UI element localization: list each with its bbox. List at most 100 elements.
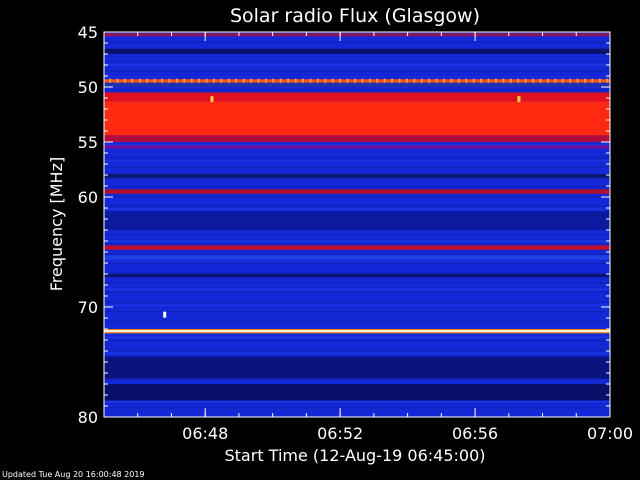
y-tick-label: 50	[78, 78, 98, 97]
noise-line	[104, 160, 610, 162]
interference-dot	[584, 78, 587, 83]
interference-dot	[435, 78, 438, 83]
noise-line	[104, 311, 610, 313]
noise-line	[104, 89, 610, 91]
noise-line	[104, 41, 610, 43]
interference-dot	[198, 78, 201, 83]
noise-line	[104, 349, 610, 351]
interference-dot	[161, 78, 164, 83]
interference-dot	[569, 78, 572, 83]
interference-dot	[502, 78, 505, 83]
interference-dot	[250, 78, 253, 83]
interference-dot	[591, 78, 594, 83]
interference-dot	[391, 78, 394, 83]
noise-line	[104, 291, 610, 294]
noise-line	[104, 157, 610, 159]
updated-timestamp: Updated Tue Aug 20 16:00:48 2019	[2, 470, 145, 479]
interference-dot	[517, 78, 520, 83]
interference-dot	[524, 78, 527, 83]
interference-dot	[331, 78, 334, 83]
interference-dot	[472, 78, 475, 83]
interference-dot	[494, 78, 497, 83]
noise-line	[104, 320, 610, 322]
noise-line	[104, 400, 610, 403]
noise-line	[104, 340, 610, 342]
spectral-band	[104, 274, 610, 278]
interference-dot	[109, 78, 112, 83]
interference-dot	[279, 78, 282, 83]
interference-dot	[383, 78, 386, 83]
noise-line	[104, 288, 610, 290]
noise-line	[104, 240, 610, 242]
interference-dot	[227, 78, 230, 83]
y-axis-label: Frequency [MHz]	[47, 157, 66, 291]
x-axis: 06:48 06:52 06:56 07:00	[103, 32, 633, 443]
interference-dot	[287, 78, 290, 83]
noise-line	[104, 195, 610, 197]
spectral-band	[104, 101, 610, 136]
spectral-band	[104, 245, 610, 250]
spectral-band	[104, 255, 610, 260]
interference-dot	[346, 78, 349, 83]
y-axis: 45 50 55 60 70 80	[78, 23, 610, 427]
interference-dot	[532, 78, 535, 83]
interference-dot	[361, 78, 364, 83]
noise-line	[104, 205, 610, 207]
noise-line	[104, 144, 610, 146]
interference-dot	[205, 78, 208, 83]
interference-dot	[561, 78, 564, 83]
interference-dot	[153, 78, 156, 83]
interference-dot	[539, 78, 542, 83]
interference-dot	[443, 78, 446, 83]
interference-dot	[376, 78, 379, 83]
interference-dot	[272, 78, 275, 83]
interference-dot	[546, 78, 549, 83]
noise-line	[104, 282, 610, 284]
spectral-band	[104, 92, 610, 102]
interference-dot	[339, 78, 342, 83]
spectral-band	[104, 330, 610, 333]
interference-dot	[123, 78, 126, 83]
interference-dot	[212, 78, 215, 83]
spectral-band	[104, 135, 610, 142]
noise-line	[104, 166, 610, 168]
burst-point	[163, 311, 167, 318]
spectral-band	[104, 356, 610, 379]
noise-line	[104, 352, 610, 355]
interference-dot	[168, 78, 171, 83]
noise-line	[104, 304, 610, 306]
y-tick-label: 70	[78, 298, 98, 317]
noise-line	[104, 70, 610, 72]
interference-dot	[450, 78, 453, 83]
interference-dot	[465, 78, 468, 83]
spectral-band	[104, 189, 610, 194]
interference-dot	[420, 78, 423, 83]
interference-dot	[257, 78, 260, 83]
plot-frame	[103, 31, 611, 418]
noise-line	[104, 336, 610, 338]
interference-dot	[220, 78, 223, 83]
interference-dot	[146, 78, 149, 83]
noise-line	[104, 243, 610, 245]
interference-dot	[398, 78, 401, 83]
x-tick-label: 07:00	[587, 424, 633, 443]
y-tick-label: 80	[78, 408, 98, 427]
spectral-band	[104, 332, 610, 334]
x-tick-label: 06:52	[317, 424, 363, 443]
interference-dot	[242, 78, 245, 83]
interference-dot	[309, 78, 312, 83]
spectral-band	[104, 82, 610, 87]
x-tick-label: 06:56	[452, 424, 498, 443]
spectral-band	[104, 384, 610, 401]
noise-line	[104, 378, 610, 380]
spectral-band	[104, 329, 610, 331]
interference-dot	[131, 78, 134, 83]
noise-line	[104, 301, 610, 303]
interference-dot	[175, 78, 178, 83]
spectral-band	[104, 33, 610, 37]
x-axis-label: Start Time (12-Aug-19 06:45:00)	[225, 446, 486, 465]
noise-line	[104, 263, 610, 265]
noise-line	[104, 253, 610, 255]
noise-line	[104, 234, 610, 236]
